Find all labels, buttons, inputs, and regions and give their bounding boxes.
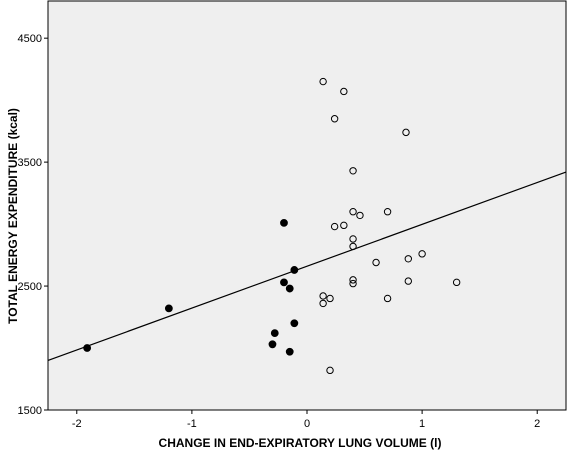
x-tick-label: 1 [419,418,425,430]
x-tick-label: -2 [72,418,82,430]
open-data-point [383,207,392,216]
y-tick-label: 3500 [18,157,42,169]
filled-data-point [285,284,294,293]
open-data-point [452,278,461,287]
open-data-point [349,279,357,288]
data-marks [47,77,567,375]
open-data-point [356,211,364,220]
x-tick-label: 0 [304,418,310,430]
regression-line [47,171,567,361]
y-tick-label: 2500 [18,281,42,293]
open-data-point [349,207,357,216]
open-data-point [404,277,412,285]
open-data-point [330,222,339,231]
open-data-point [319,77,327,86]
filled-data-point [268,340,277,349]
open-data-point [349,242,357,251]
filled-data-point [164,304,173,313]
open-data-point [402,128,410,137]
filled-data-point [280,278,288,287]
filled-data-point [290,319,299,328]
open-data-point [319,299,327,308]
y-tick-label: 4500 [18,33,42,45]
open-data-point [383,294,392,303]
open-data-point [330,115,339,123]
filled-data-point [83,344,92,352]
x-axis-title: CHANGE IN END-EXPIRATORY LUNG VOLUME (l) [159,436,442,450]
x-tick-label: 2 [534,418,540,430]
open-data-point [326,366,334,375]
open-data-point [349,235,357,243]
y-axis-title: TOTAL ENERGY EXPENDITURE (kcal) [6,108,20,324]
x-tick-label: -1 [187,418,197,430]
filled-data-point [270,329,279,338]
filled-data-point [285,347,294,356]
open-data-point [326,294,334,303]
filled-data-point [280,218,288,227]
open-data-point [372,258,380,267]
filled-data-point [290,266,299,274]
open-data-point [340,221,348,230]
open-data-point [404,255,412,263]
y-tick-label: 1500 [18,405,42,417]
y-axis: 1500 2500 3500 4500 [18,33,48,417]
open-data-point [349,167,357,175]
x-axis: -2 -1 0 1 2 [72,410,540,430]
plot-area [47,0,567,411]
open-data-point [349,276,357,284]
open-data-point [340,87,348,96]
open-data-point [319,292,327,300]
open-data-point [418,250,426,258]
